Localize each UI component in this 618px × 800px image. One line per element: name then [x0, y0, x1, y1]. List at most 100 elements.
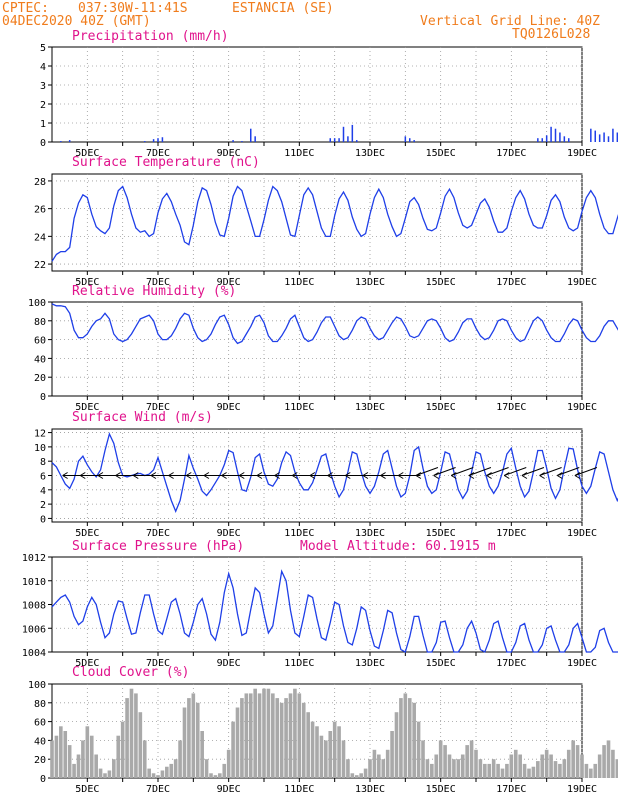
- cloud-bar: [425, 759, 430, 778]
- y-tick-label: 1004: [22, 648, 46, 659]
- cloud-bar: [169, 763, 174, 778]
- x-date-label: 5DEC: [75, 658, 99, 669]
- y-tick-label: 1: [40, 119, 46, 130]
- cloud-bar: [103, 773, 107, 778]
- precip-bar: [598, 134, 601, 142]
- cloud-bar: [487, 763, 492, 778]
- precip-bar: [616, 132, 618, 142]
- cloud-bar: [549, 754, 553, 778]
- cloud-bar: [50, 740, 54, 778]
- wind-arrow-head: [504, 472, 510, 479]
- cloud-bar: [407, 698, 412, 778]
- x-date-label: 13DEC: [355, 402, 385, 413]
- x-date-label: 9DEC: [217, 528, 241, 539]
- y-tick-label: 22: [34, 260, 46, 271]
- cloud-bar: [500, 768, 505, 778]
- header-source: CPTEC:: [2, 2, 49, 15]
- cloud-bar: [178, 740, 182, 778]
- precip-bar: [612, 128, 614, 142]
- precip-bar: [607, 136, 610, 142]
- x-date-label: 13DEC: [355, 528, 385, 539]
- cloud-bar: [319, 735, 324, 778]
- x-date-label: 13DEC: [355, 658, 385, 669]
- y-tick-label: 40: [34, 354, 46, 365]
- cloud-bar: [293, 688, 297, 778]
- cloud-bar: [341, 740, 346, 778]
- wind-arrow: [468, 467, 492, 476]
- cloud-bar: [63, 731, 68, 778]
- cloud-bar: [147, 768, 151, 778]
- cloud-bar: [116, 735, 121, 778]
- precip-bar: [338, 138, 340, 142]
- precip-bar: [249, 128, 252, 142]
- x-date-label: 15DEC: [426, 148, 456, 159]
- cloud-bar: [337, 726, 341, 778]
- cloud-bar: [580, 754, 584, 778]
- cloud-bar: [156, 775, 160, 778]
- cloud-bar: [522, 763, 527, 778]
- wind-arrow-head: [62, 472, 68, 479]
- wind-arrow-head: [521, 472, 528, 479]
- x-date-label: 17DEC: [496, 784, 526, 795]
- y-tick-label: 10: [34, 443, 46, 454]
- wind-arrow-head: [203, 472, 210, 479]
- wind-arrow-head: [539, 472, 545, 479]
- header-station: ESTANCIA (SE): [232, 2, 334, 15]
- precip-bar: [537, 138, 539, 142]
- precip-bar: [545, 135, 548, 142]
- precip-bar: [161, 137, 164, 142]
- x-date-label: 7DEC: [146, 784, 170, 795]
- precip-bar: [603, 132, 605, 142]
- cloud-bar: [531, 766, 536, 778]
- wind-arrow: [557, 467, 580, 476]
- wind-arrow: [539, 467, 562, 476]
- x-date-label: 9DEC: [217, 277, 241, 288]
- cloud-bar: [553, 761, 558, 778]
- wind-arrow: [504, 467, 527, 476]
- wind-arrow-head: [97, 472, 104, 479]
- x-date-label: 11DEC: [284, 658, 314, 669]
- cloud-bar: [297, 693, 302, 778]
- precip-bar: [590, 128, 592, 142]
- precip-bar: [559, 132, 561, 142]
- y-tick-label: 8: [40, 457, 46, 468]
- y-tick-label: 80: [34, 317, 46, 328]
- cloud-bar: [222, 763, 227, 778]
- precip-bar: [347, 136, 349, 142]
- cloud-bar: [540, 754, 545, 778]
- cloud-bar: [182, 707, 187, 778]
- cloud-bar: [240, 698, 244, 778]
- cloud-bar: [98, 768, 103, 778]
- cloud-bar: [288, 693, 293, 778]
- cloud-bar: [496, 763, 500, 778]
- y-tick-label: 26: [34, 205, 46, 216]
- precip-bar: [554, 128, 557, 142]
- cloud-bar: [430, 763, 434, 778]
- y-tick-label: 4: [40, 486, 46, 497]
- station-label: ESTANCIA (SE): [232, 1, 334, 16]
- cloud-bar: [491, 759, 496, 778]
- x-date-label: 7DEC: [146, 148, 170, 159]
- cloud-bar: [447, 754, 452, 778]
- y-tick-label: 5: [40, 43, 46, 54]
- wind-arrow-head: [309, 472, 316, 479]
- x-date-label: 9DEC: [217, 402, 241, 413]
- cloud-bar: [403, 693, 408, 778]
- y-tick-label: 0: [40, 138, 46, 149]
- cloud-bar: [611, 749, 615, 778]
- code-label: TQ0126L028: [512, 27, 591, 42]
- cloud-bar: [460, 754, 465, 778]
- y-tick-label: 60: [34, 718, 46, 729]
- x-date-label: 17DEC: [496, 402, 526, 413]
- y-tick-label: 60: [34, 336, 46, 347]
- cloud-bar: [244, 693, 249, 778]
- title-temperature: Surface Temperature (nC): [72, 155, 260, 170]
- wind-arrow: [574, 467, 598, 476]
- x-date-label: 11DEC: [284, 784, 314, 795]
- cloud-bar: [271, 693, 275, 778]
- cloud-bar: [465, 745, 469, 778]
- cloud-bar: [509, 754, 514, 778]
- cloud-bar: [505, 763, 509, 778]
- x-date-label: 17DEC: [496, 528, 526, 539]
- title-humidity: Relative Humidity (%): [72, 284, 237, 299]
